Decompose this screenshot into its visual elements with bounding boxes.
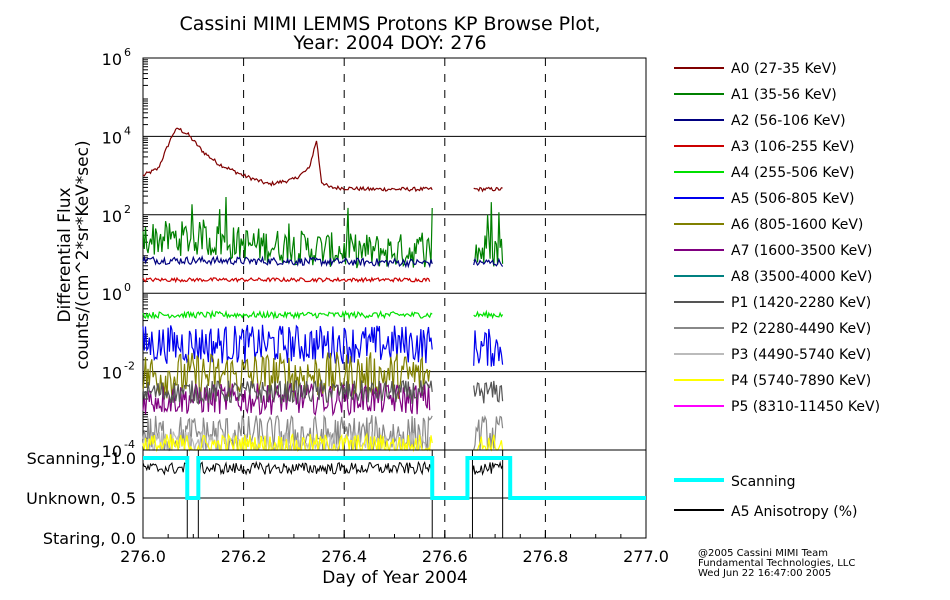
scan-y-tick-label: Scanning, 1.0 — [27, 449, 136, 468]
legend-label: A2 (56-106 KeV) — [731, 113, 846, 129]
anisotropy-line — [472, 460, 504, 477]
legend-label: P3 (4490-5740 KeV) — [731, 347, 871, 363]
footer-timestamp: Wed Jun 22 16:47:00 2005 — [698, 568, 831, 579]
legend-label: A6 (805-1600 KeV) — [731, 217, 863, 233]
y-axis-label-line1: Differential Flux — [55, 187, 75, 322]
legend-label: A5 (506-805 KeV) — [731, 191, 854, 207]
series-line — [142, 324, 504, 367]
series-line — [142, 414, 504, 452]
anisotropy-line — [197, 460, 433, 476]
x-tick-label: 276.8 — [522, 547, 568, 566]
y-tick-base: 10 — [102, 285, 122, 304]
x-tick-label: 277.0 — [623, 547, 669, 566]
legend-label: A7 (1600-3500 KeV) — [731, 243, 872, 259]
series-line — [142, 431, 431, 453]
legend-label: A4 (255-506 KeV) — [731, 165, 854, 181]
legend-label: A0 (27-35 KeV) — [731, 61, 837, 77]
legend-label-scanning: Scanning — [731, 474, 796, 490]
legend-label: P1 (1420-2280 KeV) — [731, 295, 871, 311]
y-axis-label-line2: counts/(cm^2*sr*KeV*sec) — [73, 140, 93, 369]
y-tick-base: 10 — [102, 442, 122, 461]
footer-copyright: @2005 Cassini MIMI Team — [698, 548, 828, 559]
scanning-panel: Scanning, 1.0 Unknown, 0.5 Staring, 0.0 — [26, 449, 647, 548]
series-line — [142, 127, 503, 193]
series-line — [142, 378, 504, 405]
legend-label: P2 (2280-4490 KeV) — [731, 321, 871, 337]
legend-label: A3 (106-255 KeV) — [731, 139, 854, 155]
y-tick-base: 10 — [102, 364, 122, 383]
scanning-line — [143, 456, 646, 500]
legend-label: A8 (3500-4000 KeV) — [731, 269, 872, 285]
y-tick-exponent: -4 — [124, 438, 135, 451]
series-line — [142, 276, 431, 284]
y-tick-exponent: 0 — [124, 281, 131, 294]
footer-company: Fundamental Technologies, LLC — [698, 558, 855, 569]
anisotropy-line — [142, 461, 188, 476]
y-tick-exponent: 4 — [124, 124, 131, 137]
x-axis-label: Day of Year 2004 — [322, 568, 467, 588]
legend-label: A1 (35-56 KeV) — [731, 87, 837, 103]
chart-subtitle: Year: 2004 DOY: 276 — [292, 32, 486, 54]
y-tick-exponent: 6 — [124, 46, 131, 59]
series-line — [142, 309, 504, 321]
legend-label-anisotropy: A5 Anisotropy (%) — [731, 504, 858, 520]
x-axis-ticks: 276.0 276.2 276.4 276.6 276.8 277.0 — [120, 530, 669, 566]
series-line — [142, 196, 504, 269]
chart-title: Cassini MIMI LEMMS Protons KP Browse Plo… — [179, 13, 600, 35]
x-tick-label: 276.2 — [221, 547, 267, 566]
x-tick-label: 276.6 — [422, 547, 468, 566]
scan-y-tick-label: Unknown, 0.5 — [26, 489, 136, 508]
legend-label: P4 (5740-7890 KeV) — [731, 373, 871, 389]
y-tick-exponent: 2 — [124, 203, 131, 216]
x-tick-label: 276.4 — [321, 547, 367, 566]
legend: A0 (27-35 KeV) A1 (35-56 KeV) A2 (56-106 K… — [674, 61, 880, 520]
scanning-plot-frame — [142, 449, 647, 539]
y-tick-base: 10 — [102, 50, 122, 69]
y-tick-exponent: -2 — [124, 360, 135, 373]
y-tick-base: 10 — [102, 128, 122, 147]
x-tick-label: 276.0 — [120, 547, 166, 566]
series-line — [142, 254, 504, 269]
legend-label: P5 (8310-11450 KeV) — [731, 399, 880, 415]
scan-y-tick-label: Staring, 0.0 — [43, 529, 136, 548]
y-tick-base: 10 — [102, 207, 122, 226]
flux-series-group — [142, 127, 504, 453]
